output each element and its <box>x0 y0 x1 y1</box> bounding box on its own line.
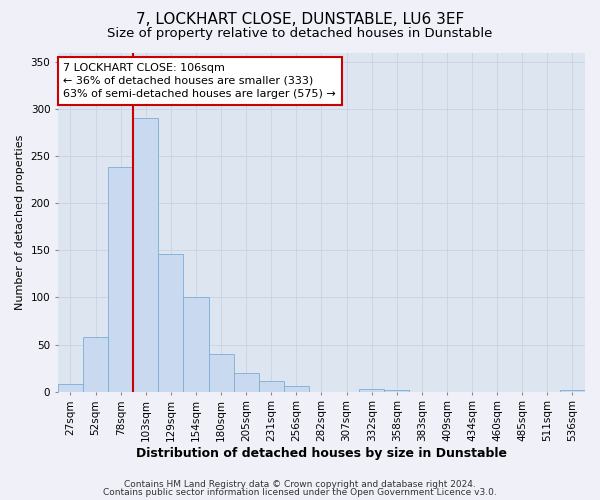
Bar <box>259 382 284 392</box>
Bar <box>233 373 259 392</box>
Bar <box>384 390 409 392</box>
Bar <box>359 389 384 392</box>
Bar <box>560 390 585 392</box>
Text: 7 LOCKHART CLOSE: 106sqm
← 36% of detached houses are smaller (333)
63% of semi-: 7 LOCKHART CLOSE: 106sqm ← 36% of detach… <box>63 62 336 99</box>
Bar <box>158 254 184 392</box>
Bar <box>58 384 83 392</box>
Text: Size of property relative to detached houses in Dunstable: Size of property relative to detached ho… <box>107 28 493 40</box>
Bar <box>284 386 309 392</box>
Bar <box>108 168 133 392</box>
Y-axis label: Number of detached properties: Number of detached properties <box>15 134 25 310</box>
Text: 7, LOCKHART CLOSE, DUNSTABLE, LU6 3EF: 7, LOCKHART CLOSE, DUNSTABLE, LU6 3EF <box>136 12 464 28</box>
Bar <box>209 354 233 392</box>
Bar <box>133 118 158 392</box>
Bar <box>83 337 108 392</box>
Text: Contains public sector information licensed under the Open Government Licence v3: Contains public sector information licen… <box>103 488 497 497</box>
Bar <box>184 296 209 392</box>
Text: Contains HM Land Registry data © Crown copyright and database right 2024.: Contains HM Land Registry data © Crown c… <box>124 480 476 489</box>
X-axis label: Distribution of detached houses by size in Dunstable: Distribution of detached houses by size … <box>136 447 507 460</box>
